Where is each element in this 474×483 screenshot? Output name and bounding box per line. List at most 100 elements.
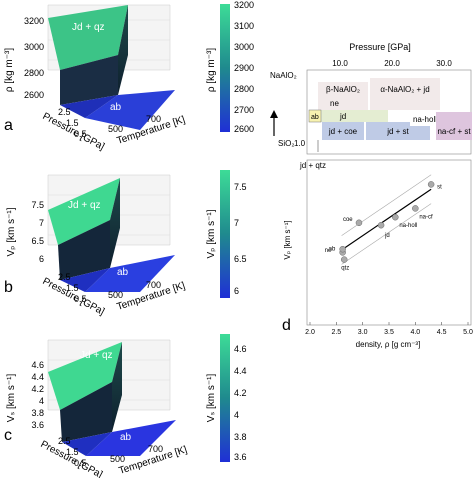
ztick: 4.4 xyxy=(31,372,44,382)
cell-ab xyxy=(308,109,322,123)
ztick: 6.5 xyxy=(31,236,44,246)
bottom-surface xyxy=(85,255,175,292)
data-point xyxy=(412,205,419,212)
ytick: 0.5 xyxy=(74,129,87,139)
ztick: 2600 xyxy=(24,90,44,100)
ytick: 1.5 xyxy=(66,283,79,293)
panel-b: Jd + qz ab 7.5 7 6.5 6 Vₚ [km s⁻¹] 2.5 1… xyxy=(4,174,187,318)
label-top: Jd + qz xyxy=(68,200,101,211)
data-point xyxy=(340,256,348,263)
wall-surface xyxy=(112,342,122,432)
cbar-tick: 6.5 xyxy=(234,254,247,264)
cell-beta-label: β-NaAlO₂ xyxy=(326,85,360,94)
cell-alpha-label: α-NaAlO₂ + jd xyxy=(380,85,429,94)
ztick: 7 xyxy=(39,218,44,228)
cell-jdst-label: jd + st xyxy=(386,127,409,136)
cbar-tick: 2900 xyxy=(234,63,254,73)
bottom-surface xyxy=(85,90,175,130)
ztick: 4.2 xyxy=(31,384,44,394)
top-surface xyxy=(48,178,120,245)
x-tick-label: 4.5 xyxy=(437,329,447,336)
cbar-label: Vₚ [km s⁻¹] xyxy=(206,209,217,258)
data-point xyxy=(339,245,346,253)
cbar-tick: 6 xyxy=(234,286,239,296)
cell-alpha xyxy=(370,78,440,110)
xtick: 700 xyxy=(148,444,163,454)
xlabel: density, ρ [g cm⁻³] xyxy=(356,340,421,349)
label-top: Jd + qz xyxy=(72,22,105,33)
sio2-val: 1.0 xyxy=(294,139,306,148)
x-tick-label: 3.5 xyxy=(384,329,394,336)
cell-jdcoe xyxy=(322,122,364,140)
ztick: 3.6 xyxy=(31,420,44,430)
data-point-label: ne xyxy=(325,248,332,254)
ztick: 3.8 xyxy=(31,408,44,418)
fit-lines xyxy=(341,174,432,265)
xtick: 500 xyxy=(110,454,125,464)
x-tick-label: 3.0 xyxy=(358,329,368,336)
cell-nahol xyxy=(410,112,440,126)
phase-tick: 30.0 xyxy=(436,59,452,68)
panel-a: Jd + qz ab 3200 3000 2800 2600 ρ [kg m⁻³… xyxy=(4,4,187,153)
cell-ne-label: ne xyxy=(330,99,339,108)
data-point-label: st xyxy=(437,184,442,190)
front-wall xyxy=(60,55,118,105)
bottom-surface xyxy=(86,420,176,456)
colorbar-b: 7.5 7 6.5 6 Vₚ [km s⁻¹] xyxy=(206,170,247,298)
cbar-tick: 2700 xyxy=(234,105,254,115)
cbar-tick: 4.6 xyxy=(234,344,247,354)
cbar-tick: 3.6 xyxy=(234,452,247,462)
xtick: 700 xyxy=(146,280,161,290)
cell-nacf-label: na-cf + st xyxy=(437,127,471,136)
ztick: 4.6 xyxy=(31,360,44,370)
ztick: 4 xyxy=(39,396,44,406)
phase-diagram: Pressure [GPa] 10.0 20.0 30.0 NaAlO₂ SiO… xyxy=(270,42,472,170)
cbar-tick: 2800 xyxy=(234,84,254,94)
label-bottom: ab xyxy=(110,102,122,113)
data-point-label: na-cf xyxy=(419,214,433,220)
panel-letter-d: d xyxy=(282,317,291,334)
data-point xyxy=(427,181,435,188)
phase-tick: 10.0 xyxy=(332,59,348,68)
zlabel: ρ [kg m⁻³] xyxy=(4,48,15,93)
x-tick-label: 2.0 xyxy=(305,329,315,336)
colorbar xyxy=(220,334,230,462)
fit-envelope xyxy=(341,174,432,236)
x-tick-label: 2.5 xyxy=(331,329,341,336)
phase-tick: 20.0 xyxy=(384,59,400,68)
cell-beta xyxy=(318,82,368,110)
cbar-tick: 4.2 xyxy=(234,388,247,398)
ytick: 0.5 xyxy=(74,294,87,304)
ytick: 2.5 xyxy=(58,272,71,282)
data-point xyxy=(377,221,385,229)
wall-surface xyxy=(110,178,120,268)
fit-envelope xyxy=(341,203,432,265)
cbar-tick: 3100 xyxy=(234,21,254,31)
x-tick-label: 5.0 xyxy=(463,329,473,336)
x-tick-label: 4.0 xyxy=(410,329,420,336)
cbar-label: Vₛ [km s⁻¹] xyxy=(206,374,217,423)
ytick: 0.5 xyxy=(74,458,87,468)
ytick: 1.5 xyxy=(66,447,79,457)
cbar-tick: 4 xyxy=(234,410,239,420)
arrow-up-icon xyxy=(270,110,278,118)
ztick: 2800 xyxy=(24,68,44,78)
top-surface xyxy=(48,5,128,70)
sio2-label: SiO₂ xyxy=(278,139,294,148)
data-point-label: jd xyxy=(384,233,390,239)
cbar-tick: 7.5 xyxy=(234,182,247,192)
panel-letter-a: a xyxy=(4,117,13,134)
panel-letter-c: c xyxy=(4,427,12,444)
ztick: 7.5 xyxy=(31,200,44,210)
zlabel: Vₛ [km s⁻¹] xyxy=(6,374,17,423)
label-bottom: ab xyxy=(120,432,132,443)
data-point-label: ab xyxy=(329,246,336,252)
data-point xyxy=(355,219,363,227)
wall-surface xyxy=(118,5,128,95)
ztick: 3200 xyxy=(24,16,44,26)
xtick: 500 xyxy=(108,124,123,134)
cbar-tick: 3000 xyxy=(234,42,254,52)
